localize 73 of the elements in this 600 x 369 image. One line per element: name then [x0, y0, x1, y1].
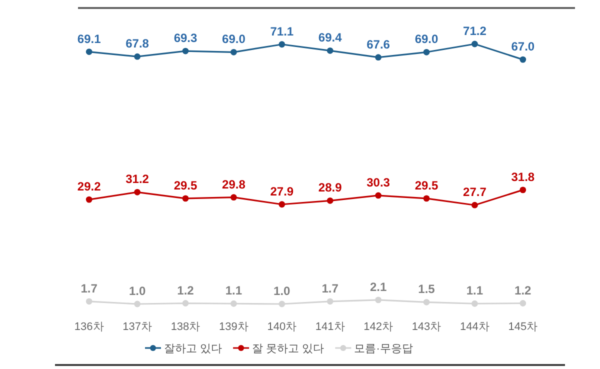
data-label: 1.2: [177, 283, 194, 298]
point: [423, 195, 430, 202]
data-label: 27.7: [463, 185, 487, 200]
point: [86, 196, 92, 203]
point: [230, 48, 237, 56]
legend-label: 잘하고 있다: [164, 343, 222, 355]
point: [86, 298, 92, 305]
point: [230, 300, 237, 307]
data-label: 1.7: [322, 281, 339, 296]
point: [230, 194, 237, 201]
point: [375, 192, 382, 199]
point: [326, 298, 334, 305]
point: [134, 300, 140, 308]
data-label: 1.0: [274, 284, 291, 298]
x-tick-label: 144차: [460, 321, 490, 333]
data-label: 2.1: [370, 280, 387, 294]
point: [520, 56, 526, 63]
point: [182, 195, 189, 202]
data-label: 1.5: [418, 282, 436, 296]
legend-label: 잘 못하고 있다: [252, 343, 324, 355]
x-tick-label: 138차: [170, 321, 200, 333]
point: [278, 300, 286, 308]
point: [520, 186, 526, 194]
data-label: 1.1: [225, 284, 242, 298]
point: [86, 48, 92, 55]
point: [472, 40, 478, 48]
data-label: 67.6: [366, 37, 390, 52]
point: [520, 300, 526, 306]
data-label: 71.1: [270, 24, 294, 38]
data-label: 69.3: [174, 31, 198, 46]
data-label: 29.2: [77, 180, 102, 194]
legend-label: 모름·무응답: [354, 343, 413, 355]
data-label: 67.8: [126, 36, 150, 51]
data-label: 69.0: [414, 32, 438, 46]
data-label: 31.2: [126, 172, 150, 186]
data-label: 29.5: [414, 178, 438, 192]
point: [472, 300, 478, 307]
point: [134, 53, 140, 60]
data-label: 69.4: [318, 30, 342, 45]
x-tick-label: 140차: [267, 321, 297, 333]
data-label: 31.8: [511, 170, 535, 184]
x-tick-label: 141차: [315, 321, 345, 333]
data-label: 69.0: [222, 32, 246, 46]
data-label: 1.7: [80, 281, 98, 296]
point: [278, 41, 286, 48]
data-label: 28.9: [318, 180, 342, 195]
point: [326, 197, 334, 204]
x-tick-label: 136차: [74, 321, 104, 333]
point: [472, 202, 478, 208]
data-label: 1.2: [514, 283, 532, 298]
data-label: 67.0: [511, 40, 535, 54]
data-label: 27.9: [270, 184, 294, 198]
x-tick-label: 143차: [412, 321, 442, 333]
x-tick-label: 139차: [219, 321, 248, 333]
x-tick-label: 145차: [508, 321, 538, 333]
data-label: 1.1: [466, 284, 484, 298]
point: [182, 48, 189, 54]
point: [182, 300, 189, 306]
point: [423, 298, 430, 306]
data-label: 1.0: [128, 284, 146, 298]
data-label: 71.2: [463, 24, 487, 38]
point: [375, 54, 382, 61]
point: [278, 201, 286, 208]
data-label: 29.8: [222, 177, 246, 192]
x-tick-label: 137차: [122, 321, 152, 333]
data-label: 29.5: [174, 178, 198, 192]
point: [375, 296, 382, 304]
data-label: 69.1: [77, 32, 102, 46]
point: [134, 188, 140, 196]
x-tick-label: 142차: [364, 321, 393, 333]
data-label: 30.3: [366, 175, 390, 190]
point: [326, 47, 334, 54]
point: [423, 48, 430, 56]
